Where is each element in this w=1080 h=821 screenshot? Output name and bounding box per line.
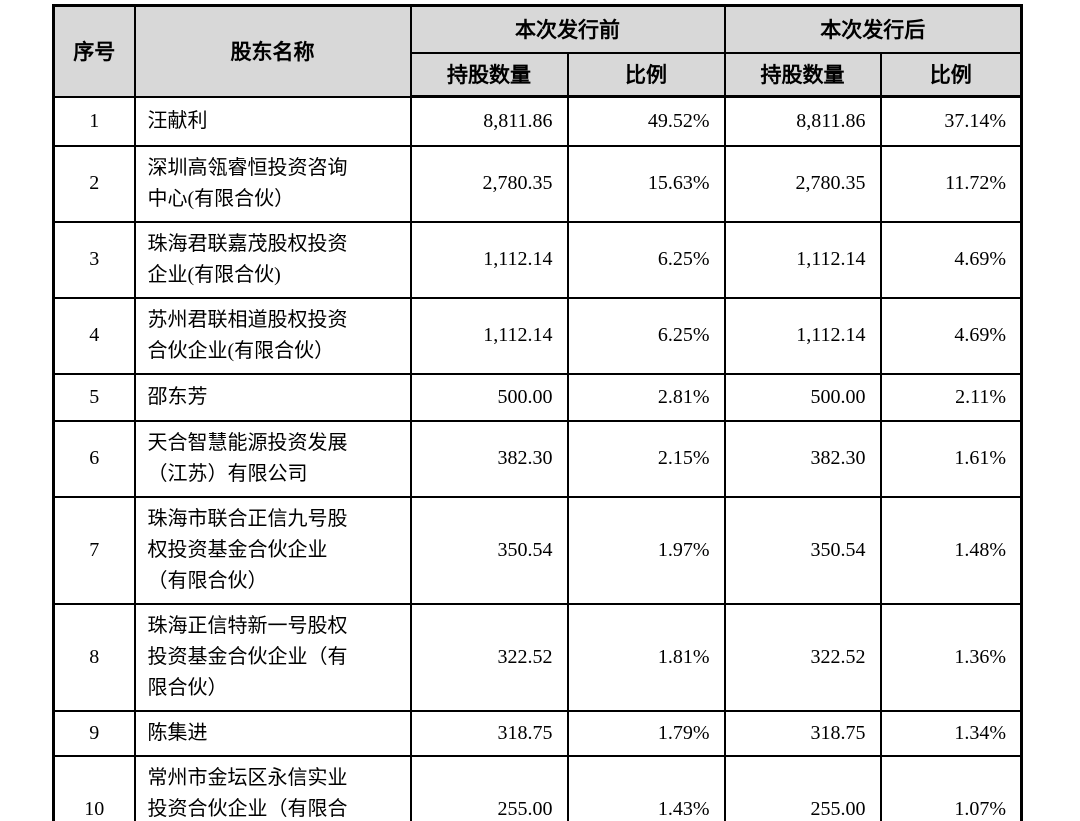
- cell-name: 珠海君联嘉茂股权投资企业(有限合伙): [133, 220, 412, 299]
- cell-ratio-after: 4.69%: [879, 220, 1023, 299]
- cell-name: 深圳高瓴睿恒投资咨询中心(有限合伙）: [133, 144, 412, 223]
- cell-ratio-after: 1.07%: [879, 754, 1023, 821]
- cell-qty-after: 1,112.14: [723, 296, 882, 375]
- cell-name: 陈集进: [133, 709, 412, 757]
- cell-name: 天合智慧能源投资发展（江苏）有限公司: [133, 419, 412, 498]
- header-group-row: 序号 股东名称 本次发行前 本次发行后: [52, 4, 1023, 98]
- cell-name: 常州市金坛区永信实业投资合伙企业（有限合伙）: [133, 754, 412, 821]
- cell-no: 10: [52, 754, 136, 821]
- cell-ratio-before: 1.81%: [566, 602, 726, 712]
- cell-ratio-before: 2.81%: [566, 372, 726, 422]
- table-row: 2 深圳高瓴睿恒投资咨询中心(有限合伙） 2,780.35 15.63% 2,7…: [52, 144, 1023, 223]
- cell-ratio-before: 49.52%: [566, 95, 726, 147]
- header-col-shareholder-name: 股东名称: [133, 4, 412, 98]
- header-col-ratio-post: 比例: [879, 51, 1023, 98]
- cell-qty-before: 382.30: [409, 419, 569, 498]
- cell-ratio-after: 11.72%: [879, 144, 1023, 223]
- cell-name: 汪献利: [133, 95, 412, 147]
- cell-qty-before: 1,112.14: [409, 220, 569, 299]
- cell-name: 珠海正信特新一号股权投资基金合伙企业（有限合伙）: [133, 602, 412, 712]
- cell-qty-before: 8,811.86: [409, 95, 569, 147]
- cell-qty-after: 322.52: [723, 602, 882, 712]
- cell-name: 珠海市联合正信九号股权投资基金合伙企业（有限合伙）: [133, 495, 412, 605]
- cell-ratio-after: 4.69%: [879, 296, 1023, 375]
- cell-no: 2: [52, 144, 136, 223]
- table-row: 3 珠海君联嘉茂股权投资企业(有限合伙) 1,112.14 6.25% 1,11…: [52, 220, 1023, 299]
- cell-qty-before: 322.52: [409, 602, 569, 712]
- table-row: 7 珠海市联合正信九号股权投资基金合伙企业（有限合伙） 350.54 1.97%…: [52, 495, 1023, 605]
- cell-ratio-before: 6.25%: [566, 296, 726, 375]
- cell-ratio-after: 1.36%: [879, 602, 1023, 712]
- cell-qty-before: 500.00: [409, 372, 569, 422]
- cell-qty-after: 500.00: [723, 372, 882, 422]
- cell-qty-after: 8,811.86: [723, 95, 882, 147]
- cell-no: 5: [52, 372, 136, 422]
- cell-ratio-after: 1.61%: [879, 419, 1023, 498]
- cell-qty-after: 382.30: [723, 419, 882, 498]
- header-group-post-issuance: 本次发行后: [723, 4, 1023, 54]
- cell-qty-after: 318.75: [723, 709, 882, 757]
- cell-no: 3: [52, 220, 136, 299]
- cell-ratio-before: 1.79%: [566, 709, 726, 757]
- table-row: 8 珠海正信特新一号股权投资基金合伙企业（有限合伙） 322.52 1.81% …: [52, 602, 1023, 712]
- table-header: 序号 股东名称 本次发行前 本次发行后 持股数量 比例 持股数量 比例: [52, 4, 1023, 98]
- cell-qty-after: 1,112.14: [723, 220, 882, 299]
- header-sub-row: 持股数量 比例 持股数量 比例: [54, 51, 1023, 98]
- shareholder-table-wrapper: 序号 股东名称 本次发行前 本次发行后 持股数量 比例 持股数量 比例 1 汪献…: [52, 4, 1023, 821]
- cell-ratio-after: 1.48%: [879, 495, 1023, 605]
- cell-ratio-after: 2.11%: [879, 372, 1023, 422]
- cell-no: 1: [52, 95, 136, 147]
- cell-no: 9: [52, 709, 136, 757]
- cell-no: 8: [52, 602, 136, 712]
- cell-ratio-before: 2.15%: [566, 419, 726, 498]
- cell-no: 7: [52, 495, 136, 605]
- cell-qty-before: 255.00: [409, 754, 569, 821]
- header-group-pre-issuance: 本次发行前: [409, 4, 726, 54]
- cell-name: 邵东芳: [133, 372, 412, 422]
- table-row: 4 苏州君联相道股权投资合伙企业(有限合伙） 1,112.14 6.25% 1,…: [52, 296, 1023, 375]
- table-body: 1 汪献利 8,811.86 49.52% 8,811.86 37.14% 2 …: [52, 95, 1023, 821]
- cell-qty-before: 350.54: [409, 495, 569, 605]
- cell-ratio-before: 6.25%: [566, 220, 726, 299]
- cell-qty-before: 318.75: [409, 709, 569, 757]
- cell-qty-before: 2,780.35: [409, 144, 569, 223]
- cell-qty-after: 255.00: [723, 754, 882, 821]
- header-col-shares-pre: 持股数量: [409, 51, 569, 98]
- table-row: 5 邵东芳 500.00 2.81% 500.00 2.11%: [52, 372, 1023, 422]
- cell-ratio-after: 37.14%: [879, 95, 1023, 147]
- cell-ratio-before: 15.63%: [566, 144, 726, 223]
- table-row: 10 常州市金坛区永信实业投资合伙企业（有限合伙） 255.00 1.43% 2…: [52, 754, 1023, 821]
- header-col-index: 序号: [52, 4, 136, 98]
- cell-ratio-before: 1.97%: [566, 495, 726, 605]
- cell-no: 6: [52, 419, 136, 498]
- table-row: 1 汪献利 8,811.86 49.52% 8,811.86 37.14%: [52, 95, 1023, 147]
- cell-qty-after: 350.54: [723, 495, 882, 605]
- header-col-ratio-pre: 比例: [566, 51, 726, 98]
- cell-name: 苏州君联相道股权投资合伙企业(有限合伙）: [133, 296, 412, 375]
- table-row: 6 天合智慧能源投资发展（江苏）有限公司 382.30 2.15% 382.30…: [52, 419, 1023, 498]
- cell-ratio-after: 1.34%: [879, 709, 1023, 757]
- cell-qty-after: 2,780.35: [723, 144, 882, 223]
- cell-ratio-before: 1.43%: [566, 754, 726, 821]
- header-col-shares-post: 持股数量: [723, 51, 882, 98]
- cell-no: 4: [52, 296, 136, 375]
- cell-qty-before: 1,112.14: [409, 296, 569, 375]
- table-row: 9 陈集进 318.75 1.79% 318.75 1.34%: [52, 709, 1023, 757]
- shareholder-table: 序号 股东名称 本次发行前 本次发行后 持股数量 比例 持股数量 比例 1 汪献…: [52, 4, 1023, 821]
